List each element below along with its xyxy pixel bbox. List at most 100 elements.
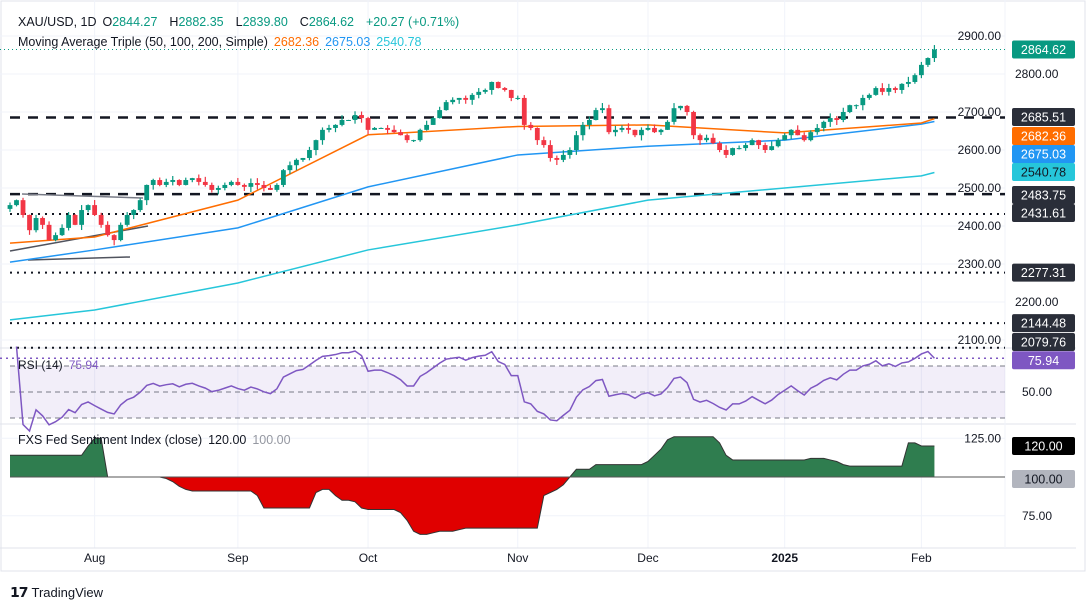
- candle-up: [307, 146, 312, 161]
- time-axis-label: Nov: [507, 551, 528, 565]
- candle-body: [645, 127, 651, 130]
- candle-down: [717, 141, 722, 153]
- open-label: O: [102, 15, 113, 29]
- candle-up: [53, 232, 58, 242]
- price-label-text: 2864.62: [1021, 43, 1066, 57]
- candle-up: [85, 204, 91, 213]
- candle-down: [157, 177, 163, 187]
- candle-body: [593, 110, 599, 120]
- candle-body: [170, 180, 176, 182]
- price-label-box: [1012, 127, 1075, 145]
- candle-down: [508, 89, 514, 102]
- fed-legend-baseline: 100.00: [252, 433, 291, 447]
- time-axis-label: Sep: [227, 551, 249, 565]
- chart-border: [0, 0, 1086, 572]
- candle-body: [489, 81, 495, 90]
- candle-up: [183, 177, 189, 186]
- candle-down: [632, 129, 638, 138]
- candle-up: [59, 224, 65, 236]
- candle-body: [521, 97, 527, 125]
- candle-up: [613, 125, 618, 137]
- candle-body: [469, 94, 475, 100]
- candle-body: [424, 124, 430, 130]
- candle-body: [560, 154, 566, 160]
- candle-up: [469, 93, 475, 105]
- candle-down: [359, 111, 364, 123]
- candle-body: [600, 108, 605, 111]
- close-label: C: [299, 15, 309, 29]
- candle-body: [749, 140, 755, 146]
- candle-down: [92, 200, 98, 216]
- open-value: 2844.27: [112, 15, 158, 29]
- candle-body: [678, 105, 683, 109]
- candle-body: [573, 135, 579, 150]
- candle-body: [827, 118, 833, 122]
- candle-body: [14, 200, 19, 206]
- candle-up: [847, 104, 853, 114]
- candle-up: [228, 180, 234, 187]
- candle-body: [463, 97, 469, 100]
- candle-up: [274, 183, 280, 192]
- candle-body: [20, 200, 26, 215]
- price-label-box: [1012, 204, 1075, 222]
- candle-down: [463, 95, 469, 104]
- rsi-legend[interactable]: RSI (14) 75.94: [18, 358, 105, 372]
- candle-down: [684, 104, 690, 116]
- price-label-text: 2675.03: [1021, 148, 1066, 162]
- price-label-text: 120.00: [1024, 440, 1062, 454]
- fed-legend[interactable]: FXS Fed Sentiment Index (close) 120.00 100…: [18, 433, 297, 447]
- candle-body: [788, 129, 794, 136]
- candle-down: [534, 127, 540, 145]
- close-value: 2864.62: [308, 15, 354, 29]
- level-label: 2144.48: [1012, 314, 1075, 333]
- candle-up: [866, 93, 872, 100]
- candle-down: [691, 110, 696, 140]
- candle-body: [782, 135, 788, 141]
- candle-body: [352, 115, 358, 120]
- candle-down: [391, 125, 397, 133]
- candle-body: [586, 119, 592, 125]
- price-label-box: [1012, 470, 1075, 488]
- candle-up: [189, 177, 195, 183]
- candle-up: [131, 209, 137, 220]
- candle-body: [202, 181, 208, 185]
- candle-body: [899, 83, 905, 90]
- candle-body: [743, 145, 749, 149]
- candle-down: [241, 183, 247, 191]
- candle-body: [443, 102, 449, 111]
- candle-up: [775, 137, 781, 148]
- candle-up: [294, 158, 299, 171]
- price-label-box: [1012, 145, 1075, 163]
- time-axis-label: Aug: [84, 551, 105, 565]
- ma-legend[interactable]: Moving Average Triple (50, 100, 200, Sim…: [18, 35, 427, 49]
- candle-body: [209, 184, 215, 190]
- candle-up: [372, 127, 377, 131]
- fed-legend-title: FXS Fed Sentiment Index (close): [18, 433, 203, 447]
- candle-body: [7, 205, 13, 209]
- candle-down: [254, 178, 260, 190]
- trendline: [21, 193, 144, 199]
- price-label-text: 2277.31: [1021, 266, 1066, 280]
- candle-body: [515, 97, 521, 99]
- candle-down: [398, 129, 403, 136]
- candle-body: [287, 165, 293, 171]
- candle-up: [352, 111, 358, 124]
- candle-body: [541, 140, 547, 146]
- candle-body: [281, 170, 286, 185]
- price-axis-label: 2300.00: [958, 257, 1002, 271]
- candle-down: [209, 182, 215, 193]
- candle-body: [528, 124, 534, 128]
- fed-line: [10, 436, 935, 535]
- candle-body: [372, 127, 377, 130]
- candle-body: [717, 143, 722, 150]
- candle-body: [339, 119, 345, 125]
- candle-up: [66, 211, 71, 231]
- candle-up: [489, 81, 495, 95]
- candle-down: [606, 104, 612, 135]
- candle-body: [502, 88, 508, 90]
- candle-up: [749, 138, 755, 146]
- tradingview-logo[interactable]: 𝟭𝟳 TradingView: [10, 584, 103, 601]
- candle-down: [892, 86, 898, 94]
- candle-up: [118, 222, 124, 242]
